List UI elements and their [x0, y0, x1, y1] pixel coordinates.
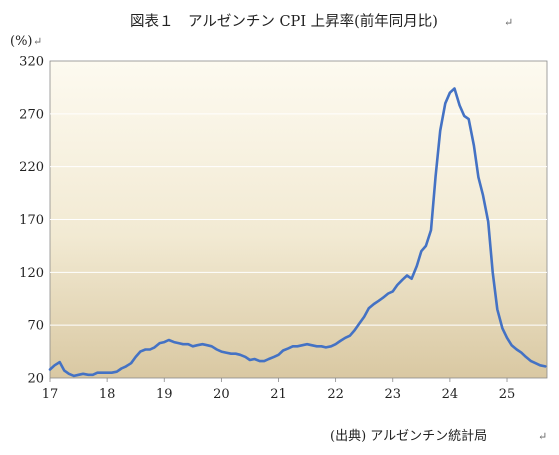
x-tick-label-17: 17 [42, 387, 59, 402]
x-tick-label-25: 25 [499, 387, 516, 402]
chart-title: 図表１ アルゼンチン CPI 上昇率(前年同月比) [130, 13, 438, 30]
cpi-inflation-line [48, 87, 547, 378]
y-tick-label-120: 120 [19, 266, 44, 281]
x-axis-ticks: 17 18 19 20 21 22 23 24 25 [42, 378, 516, 402]
x-tick-label-24: 24 [442, 387, 459, 402]
source-note: (出典) アルゼンチン統計局 [330, 428, 487, 444]
y-axis-ticks: 20 70 120 170 220 270 320 [19, 55, 44, 387]
source-return-mark: ↵ [538, 430, 547, 443]
x-tick-label-22: 22 [327, 387, 344, 402]
title-return-mark: ↵ [504, 16, 513, 29]
y-tick-label-320: 320 [19, 55, 44, 70]
x-tick-label-23: 23 [384, 387, 401, 402]
y-tick-label-220: 220 [19, 160, 44, 175]
x-tick-label-19: 19 [156, 387, 173, 402]
x-tick-label-21: 21 [270, 387, 287, 402]
y-tick-label-70: 70 [27, 319, 44, 334]
y-tick-label-170: 170 [19, 213, 44, 228]
y-tick-label-20: 20 [27, 372, 44, 387]
x-tick-label-20: 20 [213, 387, 230, 402]
x-tick-label-18: 18 [99, 387, 116, 402]
y-axis-unit-label: (%) [10, 34, 33, 49]
y-tick-label-270: 270 [19, 107, 44, 122]
unit-return-mark: ↵ [33, 35, 42, 48]
